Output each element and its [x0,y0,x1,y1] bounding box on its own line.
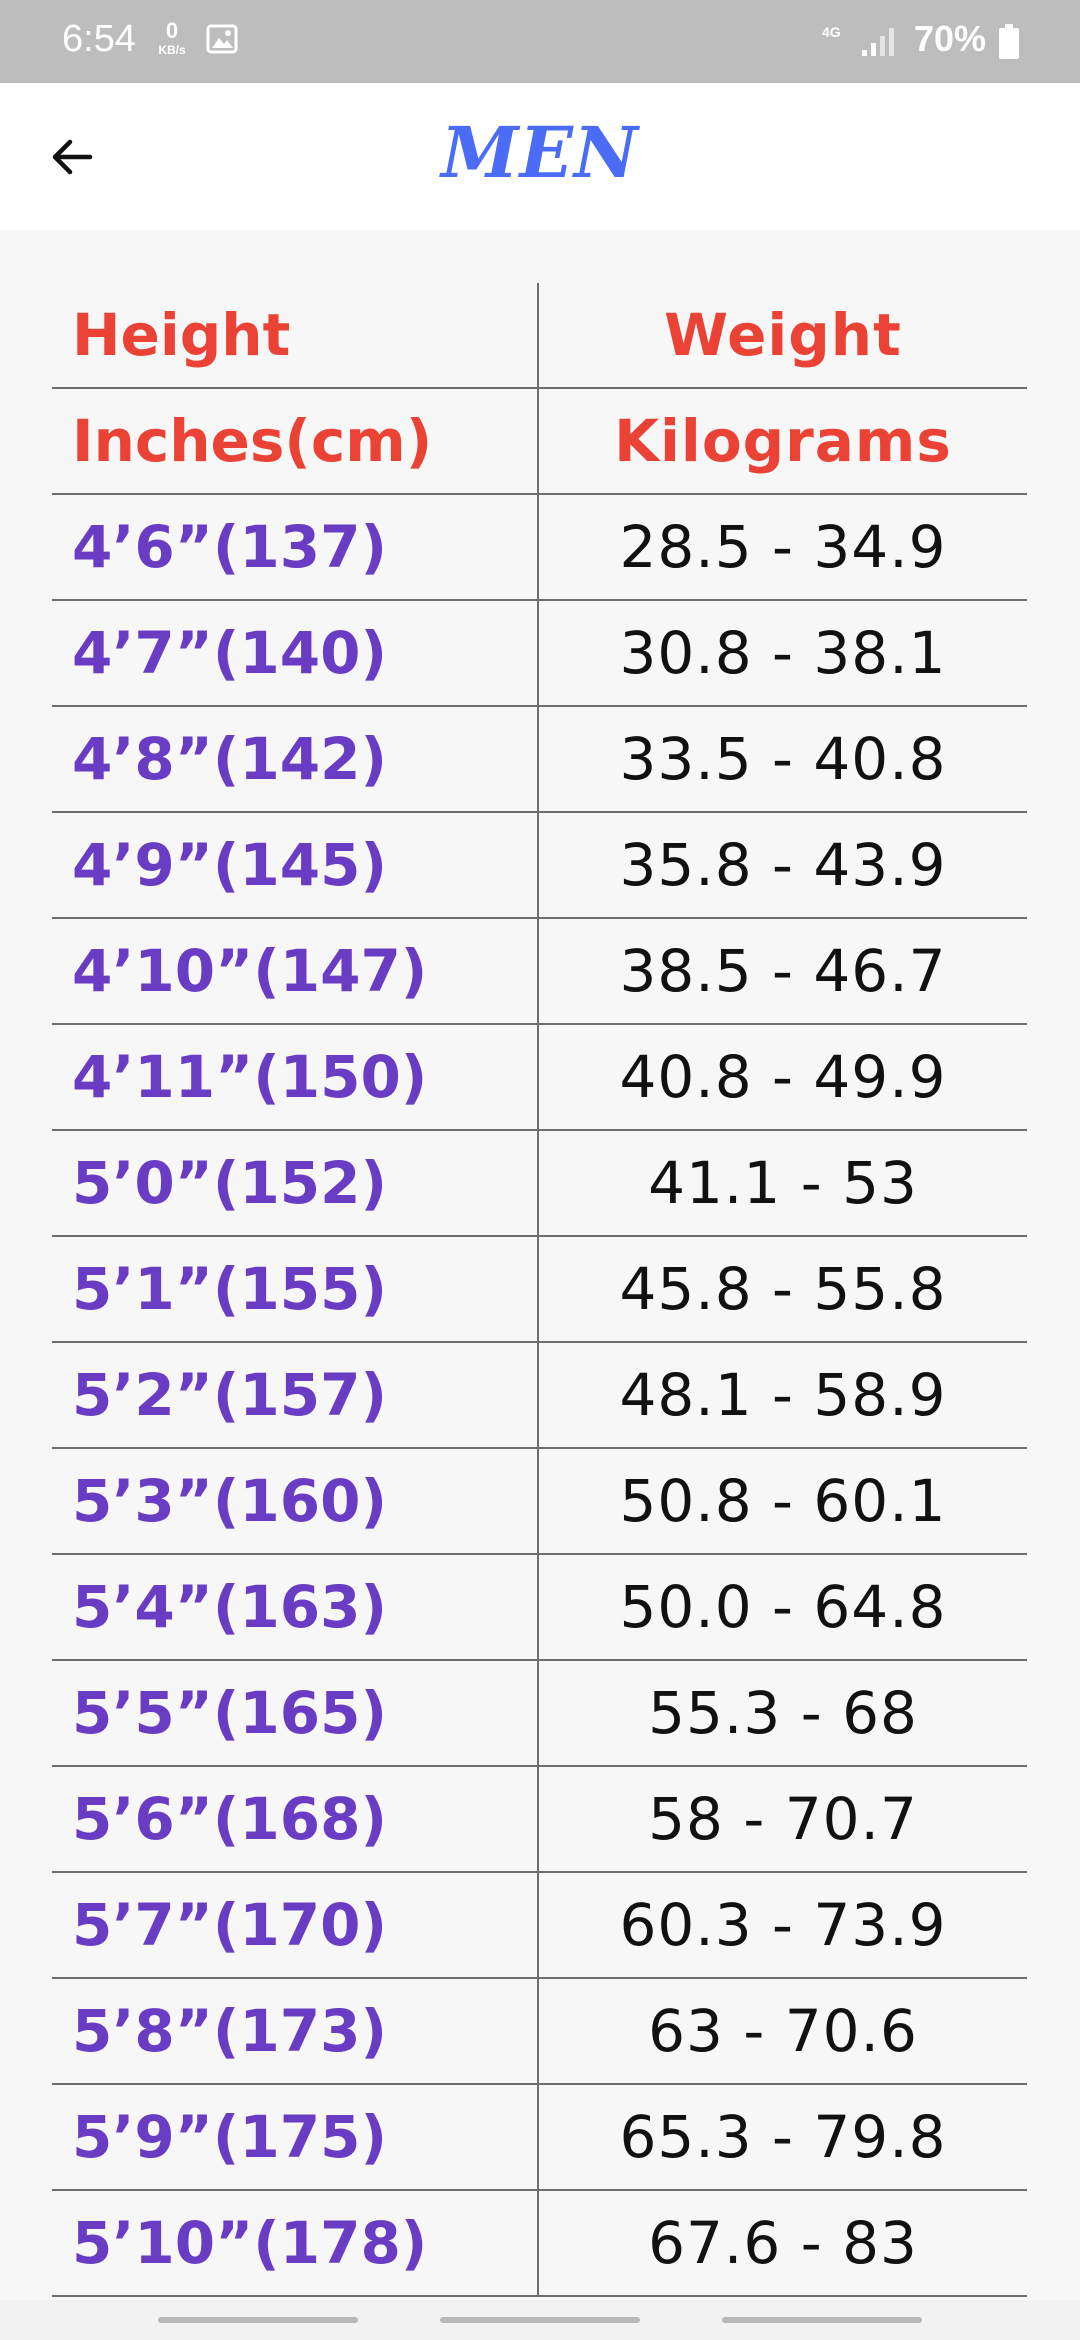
height-cell: 4’10”(147) [52,919,539,1023]
header-weight-unit: Kilograms [614,407,952,475]
network-speed-unit: KB/s [158,43,186,57]
signal-icon [862,28,894,56]
table-row: 4’9”(145) 35.8 - 43.9 [52,813,1027,919]
table-row: 4’8”(142) 33.5 - 40.8 [52,707,1027,813]
table-row: 5’4”(163) 50.0 - 64.8 [52,1555,1027,1661]
battery-percent: 70% [914,18,987,59]
table-row: 5’1”(155) 45.8 - 55.8 [52,1237,1027,1343]
header-height: Height [52,283,539,387]
navigation-bar [0,2300,1080,2340]
height-weight-table: Height Weight Inches(cm) Kilograms 4’6”(… [52,283,1027,2297]
weight-cell: 41.1 - 53 [648,1149,918,1217]
weight-cell: 65.3 - 79.8 [619,2103,947,2171]
network-type: 4G [822,24,841,40]
weight-cell: 35.8 - 43.9 [619,831,947,899]
network-speed: 0 KB/s [152,18,192,57]
table-row: 5’3”(160) 50.8 - 60.1 [52,1449,1027,1555]
weight-cell: 67.6 - 83 [648,2209,918,2277]
table-row: 4’11”(150) 40.8 - 49.9 [52,1025,1027,1131]
network-speed-value: 0 [165,18,179,43]
height-cell: 5’8”(173) [52,1979,539,2083]
weight-cell: 60.3 - 73.9 [619,1891,947,1959]
header-weight: Weight [664,301,902,369]
height-cell: 5’6”(168) [52,1767,539,1871]
table-row: 5’7”(170) 60.3 - 73.9 [52,1873,1027,1979]
height-cell: 5’4”(163) [52,1555,539,1659]
height-cell: 5’1”(155) [52,1237,539,1341]
height-cell: 5’9”(175) [52,2085,539,2189]
weight-cell: 58 - 70.7 [648,1785,918,1853]
weight-cell: 30.8 - 38.1 [619,619,947,687]
nav-home-button[interactable] [440,2317,640,2323]
table-header-row: Height Weight [52,283,1027,389]
height-cell: 4’6”(137) [52,495,539,599]
table-row: 4’7”(140) 30.8 - 38.1 [52,601,1027,707]
table-row: 5’5”(165) 55.3 - 68 [52,1661,1027,1767]
height-cell: 4’11”(150) [52,1025,539,1129]
weight-cell: 63 - 70.6 [648,1997,918,2065]
table-body: 4’6”(137) 28.5 - 34.9 4’7”(140) 30.8 - 38.1… [52,495,1027,2297]
back-button[interactable] [36,121,108,193]
battery-icon [999,24,1019,59]
height-cell: 5’3”(160) [52,1449,539,1553]
weight-cell: 33.5 - 40.8 [619,725,947,793]
table-row: 5’6”(168) 58 - 70.7 [52,1767,1027,1873]
table-header-row: Inches(cm) Kilograms [52,389,1027,495]
weight-cell: 38.5 - 46.7 [619,937,947,1005]
weight-cell: 48.1 - 58.9 [619,1361,947,1429]
table-row: 4’6”(137) 28.5 - 34.9 [52,495,1027,601]
header-height-unit: Inches(cm) [52,389,539,493]
height-cell: 5’0”(152) [52,1131,539,1235]
arrow-left-icon [52,139,93,175]
table-row: 5’10”(178) 67.6 - 83 [52,2191,1027,2297]
weight-cell: 50.8 - 60.1 [619,1467,947,1535]
status-time: 6:54 [62,18,136,60]
weight-cell: 55.3 - 68 [648,1679,918,1747]
status-bar: 6:54 0 KB/s 4G 70% [0,0,1080,83]
weight-cell: 50.0 - 64.8 [619,1573,947,1641]
height-cell: 5’7”(170) [52,1873,539,1977]
image-notification-icon [206,24,238,54]
height-cell: 4’8”(142) [52,707,539,811]
weight-cell: 40.8 - 49.9 [619,1043,947,1111]
table-row: 5’8”(173) 63 - 70.6 [52,1979,1027,2085]
table-row: 5’2”(157) 48.1 - 58.9 [52,1343,1027,1449]
height-cell: 5’5”(165) [52,1661,539,1765]
weight-cell: 28.5 - 34.9 [619,513,947,581]
height-cell: 4’9”(145) [52,813,539,917]
nav-back-button[interactable] [722,2317,922,2323]
height-cell: 5’2”(157) [52,1343,539,1447]
nav-recents-button[interactable] [158,2317,358,2323]
height-cell: 4’7”(140) [52,601,539,705]
height-cell: 5’10”(178) [52,2191,539,2295]
app-bar: MEN [0,83,1080,230]
page-title: MEN [441,111,639,194]
table-row: 4’10”(147) 38.5 - 46.7 [52,919,1027,1025]
table-row: 5’9”(175) 65.3 - 79.8 [52,2085,1027,2191]
weight-cell: 45.8 - 55.8 [619,1255,947,1323]
table-row: 5’0”(152) 41.1 - 53 [52,1131,1027,1237]
